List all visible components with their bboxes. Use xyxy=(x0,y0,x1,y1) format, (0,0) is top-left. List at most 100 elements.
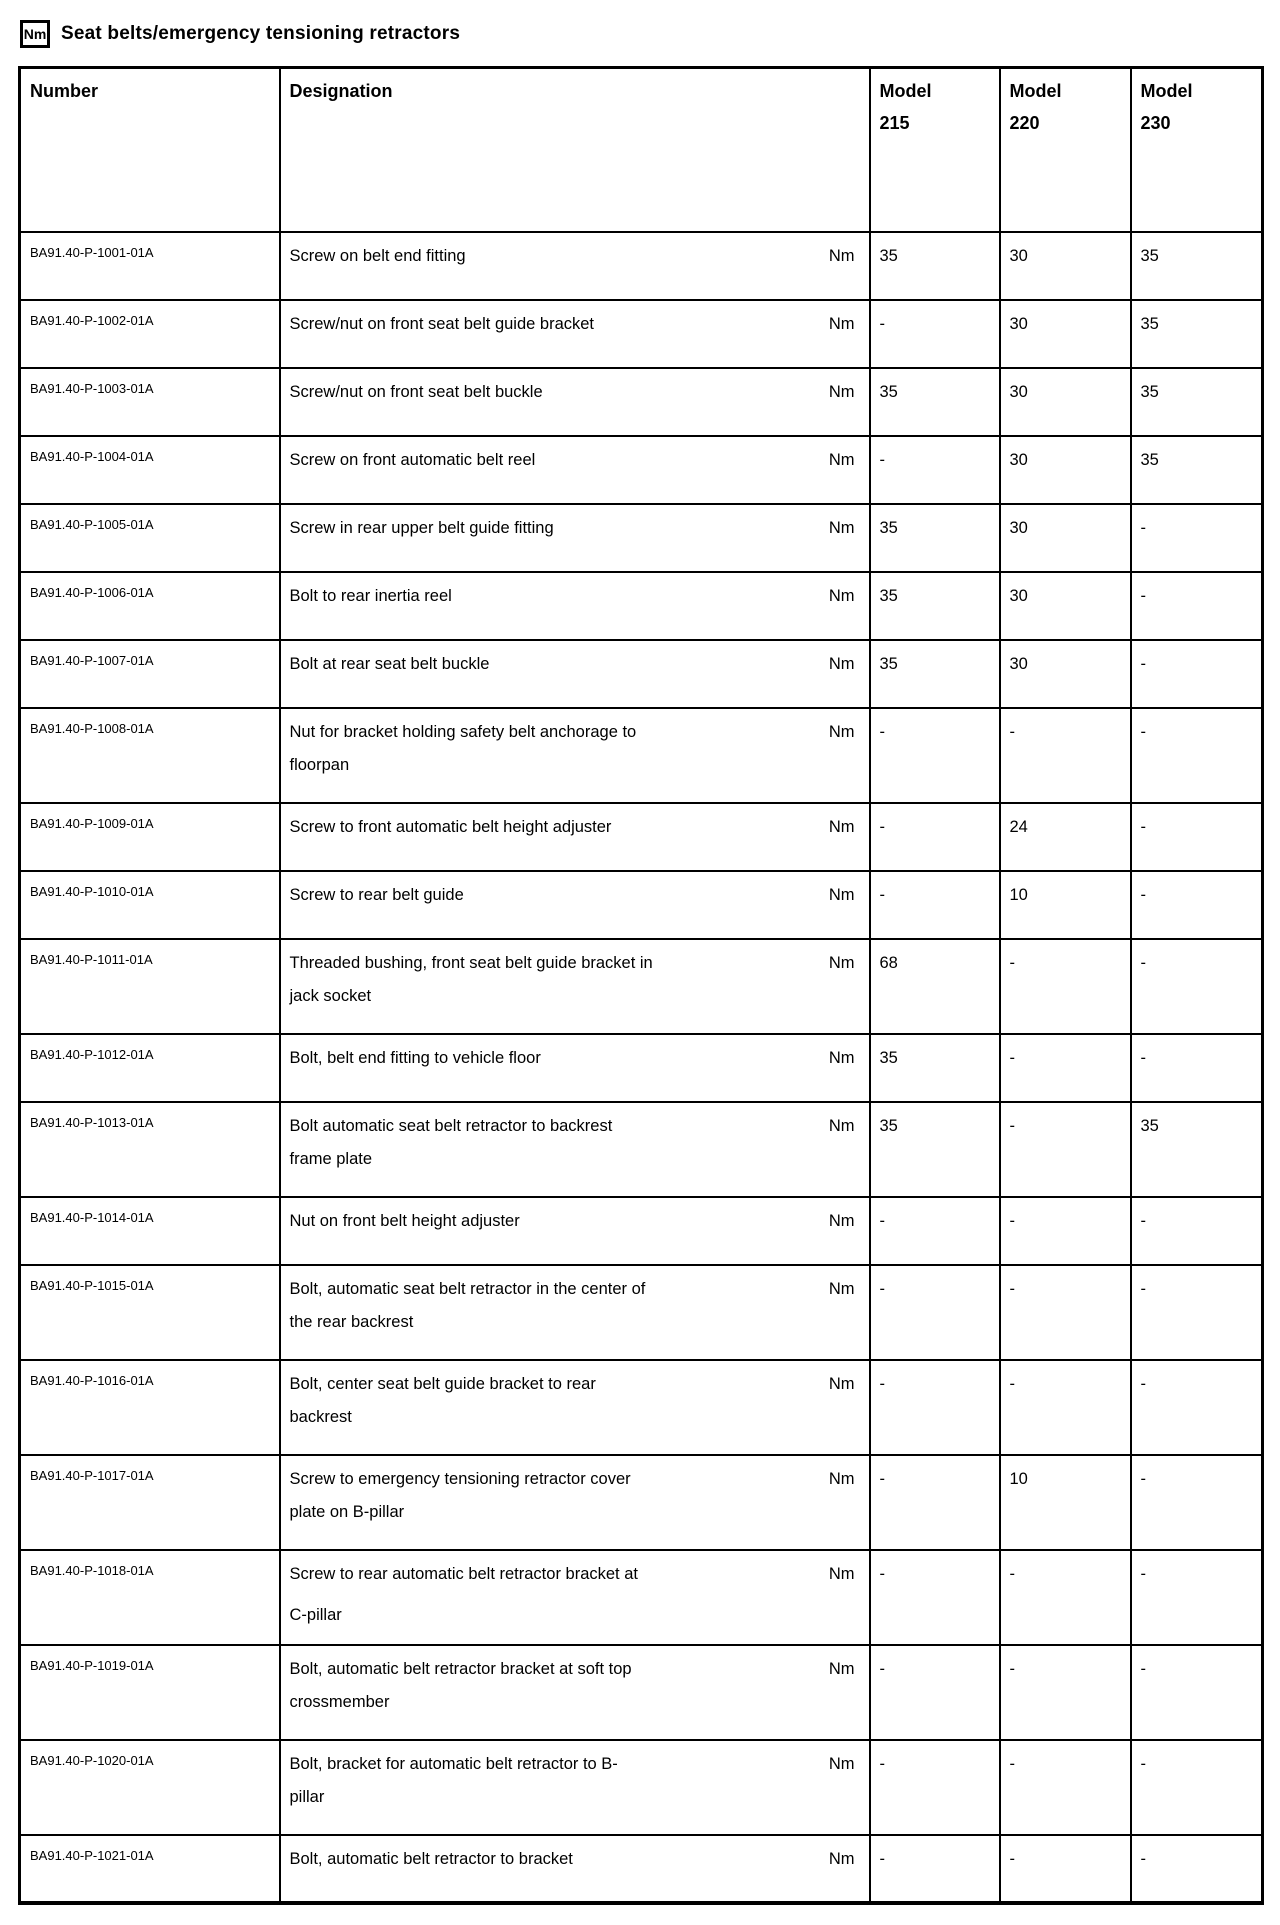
table-header: Number Designation Model 215 Model 220 M… xyxy=(18,66,1264,233)
part-number-cell: BA91.40-P-1001-01A xyxy=(18,230,281,301)
model-number: 230 xyxy=(1140,113,1171,133)
model-215-value-cell: 35 xyxy=(868,230,1001,301)
designation-wrap: Nut for bracket holding safety belt anch… xyxy=(290,721,860,776)
model-word: Model xyxy=(1009,81,1062,101)
designation-wrap: Threaded bushing, front seat belt guide … xyxy=(290,952,860,1007)
unit-label: Nm xyxy=(828,1754,855,1773)
model-220-value-cell: 30 xyxy=(998,570,1132,641)
model-220-value-cell: - xyxy=(998,1643,1132,1741)
designation-line: Bolt at rear seat belt buckle xyxy=(289,654,490,673)
header-row: Number Designation Model 215 Model 220 M… xyxy=(18,66,1264,233)
model-230-value-cell: 35 xyxy=(1129,1100,1264,1198)
model-220-value-cell: - xyxy=(998,1358,1132,1456)
table-row: BA91.40-P-1012-01A Bolt, belt end fittin… xyxy=(18,1032,1264,1103)
model-215-value-cell: - xyxy=(868,1453,1001,1551)
model-230-value-cell: - xyxy=(1129,801,1264,872)
table-row: BA91.40-P-1003-01A Screw/nut on front se… xyxy=(18,366,1264,437)
designation-cell: Screw on belt end fitting Nm xyxy=(278,230,871,301)
model-215-value-cell: - xyxy=(868,1833,1001,1904)
model-215-column-header: Model 215 xyxy=(868,66,1001,233)
designation-wrap: Screw to front automatic belt height adj… xyxy=(290,816,860,838)
table-row: BA91.40-P-1002-01A Screw/nut on front se… xyxy=(18,298,1264,369)
part-number-cell: BA91.40-P-1020-01A xyxy=(18,1738,281,1836)
designation-cell: Bolt, automatic belt retractor bracket a… xyxy=(278,1643,871,1741)
part-number-cell: BA91.40-P-1003-01A xyxy=(18,366,281,437)
table-row: BA91.40-P-1014-01A Nut on front belt hei… xyxy=(18,1195,1264,1266)
model-215-value-cell: - xyxy=(868,1643,1001,1741)
designation-line: Bolt, automatic belt retractor to bracke… xyxy=(289,1849,573,1868)
model-230-value-cell: 35 xyxy=(1129,230,1264,301)
table-row: BA91.40-P-1015-01A Bolt, automatic seat … xyxy=(18,1263,1264,1361)
designation-line: Nut for bracket holding safety belt anch… xyxy=(289,722,637,741)
part-number-cell: BA91.40-P-1007-01A xyxy=(18,638,281,709)
model-220-value-cell: 10 xyxy=(998,1453,1132,1551)
model-230-value-cell: 35 xyxy=(1129,434,1264,505)
designation-wrap: Nut on front belt height adjuster Nm xyxy=(290,1210,860,1232)
model-230-value-cell: - xyxy=(1129,1032,1264,1103)
designation-line: C-pillar xyxy=(289,1605,342,1624)
part-number-cell: BA91.40-P-1019-01A xyxy=(18,1643,281,1741)
model-230-value-cell: - xyxy=(1129,1453,1264,1551)
table-row: BA91.40-P-1013-01A Bolt automatic seat b… xyxy=(18,1100,1264,1198)
designation-cell: Screw on front automatic belt reel Nm xyxy=(278,434,871,505)
model-215-value-cell: - xyxy=(868,1195,1001,1266)
model-215-value-cell: - xyxy=(868,1548,1001,1646)
torque-spec-table: Number Designation Model 215 Model 220 M… xyxy=(18,66,1264,1905)
table-row: BA91.40-P-1017-01A Screw to emergency te… xyxy=(18,1453,1264,1551)
table-row: BA91.40-P-1006-01A Bolt to rear inertia … xyxy=(18,570,1264,641)
unit-label: Nm xyxy=(828,1116,855,1135)
designation-text: Screw to rear belt guide xyxy=(290,884,821,906)
table-row: BA91.40-P-1016-01A Bolt, center seat bel… xyxy=(18,1358,1264,1456)
designation-text: Bolt to rear inertia reel xyxy=(290,585,821,607)
designation-wrap: Bolt at rear seat belt buckle Nm xyxy=(290,653,860,675)
designation-cell: Bolt, automatic belt retractor to bracke… xyxy=(278,1833,871,1904)
model-220-column-header: Model 220 xyxy=(998,66,1132,233)
model-215-value-cell: - xyxy=(868,1358,1001,1456)
designation-text: Nut for bracket holding safety belt anch… xyxy=(290,721,821,776)
part-number-cell: BA91.40-P-1002-01A xyxy=(18,298,281,369)
model-number: 220 xyxy=(1009,113,1040,133)
part-number-cell: BA91.40-P-1011-01A xyxy=(18,937,281,1035)
part-number-cell: BA91.40-P-1005-01A xyxy=(18,502,281,573)
model-215-value-cell: - xyxy=(868,434,1001,505)
designation-line: Bolt, belt end fitting to vehicle floor xyxy=(289,1048,541,1067)
unit-label: Nm xyxy=(828,1279,855,1298)
part-number-cell: BA91.40-P-1021-01A xyxy=(18,1833,281,1904)
table-row: BA91.40-P-1004-01A Screw on front automa… xyxy=(18,434,1264,505)
designation-text: Screw to emergency tensioning retractor … xyxy=(290,1468,821,1523)
model-220-value-cell: 10 xyxy=(998,869,1132,940)
designation-line: Screw to rear belt guide xyxy=(289,885,464,904)
designation-line: backrest xyxy=(289,1407,352,1426)
designation-text: Bolt at rear seat belt buckle xyxy=(290,653,821,675)
model-230-column-header: Model 230 xyxy=(1129,66,1264,233)
part-number-cell: BA91.40-P-1004-01A xyxy=(18,434,281,505)
table-row: BA91.40-P-1007-01A Bolt at rear seat bel… xyxy=(18,638,1264,709)
designation-line: floorpan xyxy=(289,755,350,774)
model-220-value-cell: - xyxy=(998,937,1132,1035)
model-word: Model xyxy=(879,81,932,101)
part-number-cell: BA91.40-P-1016-01A xyxy=(18,1358,281,1456)
table-row: BA91.40-P-1011-01A Threaded bushing, fro… xyxy=(18,937,1264,1035)
unit-label: Nm xyxy=(828,246,855,265)
model-220-value-cell: 30 xyxy=(998,366,1132,437)
table-row: BA91.40-P-1001-01A Screw on belt end fit… xyxy=(18,230,1264,301)
model-215-value-cell: 35 xyxy=(868,1100,1001,1198)
designation-line: Screw to emergency tensioning retractor … xyxy=(289,1469,631,1488)
model-220-value-cell: - xyxy=(998,1195,1132,1266)
page-header: Nm Seat belts/emergency tensioning retra… xyxy=(20,18,1262,50)
designation-line: Bolt, center seat belt guide bracket to … xyxy=(289,1374,596,1393)
model-220-value-cell: 24 xyxy=(998,801,1132,872)
table-row: BA91.40-P-1018-01A Screw to rear automat… xyxy=(18,1548,1264,1646)
model-word: Model xyxy=(1140,81,1193,101)
unit-label: Nm xyxy=(828,654,855,673)
model-220-value-cell: - xyxy=(998,1263,1132,1361)
model-220-value-cell: 30 xyxy=(998,638,1132,709)
unit-label: Nm xyxy=(828,586,855,605)
designation-line: Bolt automatic seat belt retractor to ba… xyxy=(289,1116,613,1135)
model-230-value-cell: - xyxy=(1129,1548,1264,1646)
designation-line: Screw in rear upper belt guide fitting xyxy=(289,518,554,537)
designation-line: Bolt, automatic seat belt retractor in t… xyxy=(289,1279,646,1298)
table-row: BA91.40-P-1021-01A Bolt, automatic belt … xyxy=(18,1833,1264,1904)
designation-text: Nut on front belt height adjuster xyxy=(290,1210,821,1232)
